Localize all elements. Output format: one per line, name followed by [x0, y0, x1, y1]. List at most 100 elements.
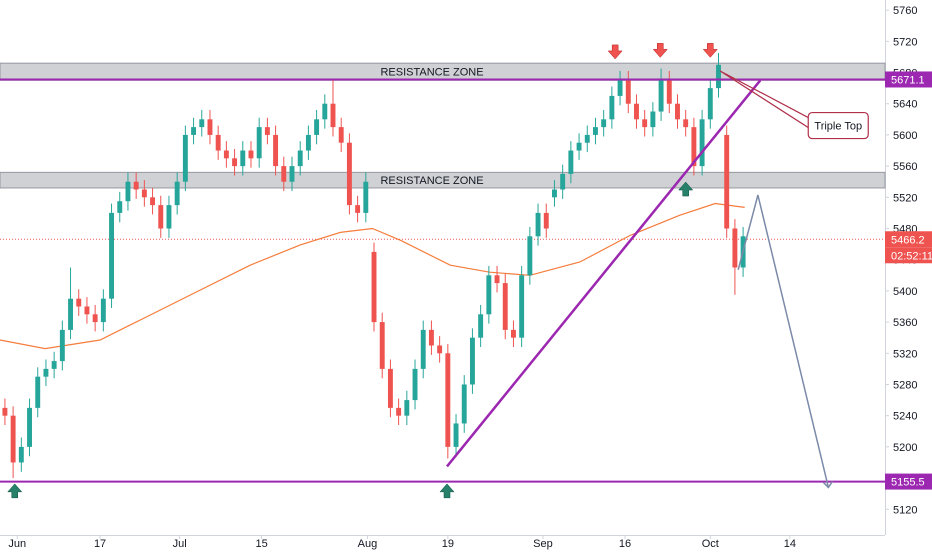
candle-body: [519, 275, 525, 338]
candle-body: [593, 127, 598, 135]
y-tick-label: 5560: [893, 161, 917, 173]
candle-body: [666, 80, 672, 104]
resistance-zone: [0, 171, 886, 189]
y-tick-label: 5360: [893, 317, 917, 329]
candle-body: [412, 368, 418, 401]
candle-body: [724, 134, 730, 229]
candle-body: [35, 376, 41, 408]
arrow-down-marker: [702, 43, 718, 58]
y-tick-label: 5200: [893, 442, 917, 454]
candle-body: [691, 127, 697, 167]
candle-body: [322, 103, 328, 120]
y-tick-label: 5320: [893, 348, 917, 360]
countdown-tag-bg: [885, 247, 932, 264]
candle-body: [240, 150, 246, 167]
candle-body: [330, 103, 336, 128]
candle-body: [584, 134, 590, 143]
candle-body: [84, 306, 90, 315]
y-tick-label: 5120: [893, 504, 917, 516]
callout-box: [807, 111, 869, 140]
projection-arrowhead: [822, 481, 834, 489]
candle-body: [535, 212, 541, 237]
y-tick-label: 5280: [893, 379, 917, 391]
candle-body: [264, 127, 270, 135]
zone-label: RESISTANCE ZONE: [380, 67, 483, 79]
candle-body: [527, 236, 533, 276]
candle-body: [461, 384, 467, 424]
candle-body: [215, 134, 221, 151]
x-tick-label: 17: [94, 538, 106, 550]
candle-body: [182, 134, 188, 182]
x-tick-label: Jul: [173, 538, 187, 550]
level-price-tag: 5671.1: [891, 74, 925, 86]
candle-body: [141, 189, 147, 198]
candle-body: [478, 314, 484, 338]
candle-body: [543, 212, 549, 229]
zone-label: RESISTANCE ZONE: [380, 175, 483, 187]
candle-body: [166, 205, 172, 229]
candle-body: [625, 80, 631, 104]
candle-body: [59, 329, 65, 362]
candle-body: [650, 111, 656, 128]
callout-text: Triple Top: [814, 121, 862, 133]
candle-body: [92, 314, 98, 323]
candle-body: [453, 423, 459, 447]
candle-body: [346, 142, 352, 206]
candle-body: [404, 400, 410, 416]
last-price-tag-bg: [885, 231, 932, 248]
candle-body: [551, 189, 557, 198]
candle-body: [223, 150, 229, 159]
x-tick-label: Oct: [702, 538, 719, 550]
arrow-down-marker: [607, 44, 623, 60]
candle-body: [158, 205, 164, 229]
candle-body: [675, 103, 680, 120]
candle-body: [133, 181, 139, 190]
candle-body: [248, 150, 254, 159]
x-tick-label: Jun: [8, 538, 26, 550]
callout-pointer: [719, 70, 809, 129]
candle-body: [437, 345, 443, 354]
candle-body: [486, 275, 492, 315]
candle-body: [281, 166, 287, 182]
candle-body: [642, 119, 648, 128]
candle-body: [305, 134, 311, 151]
candle-body: [207, 119, 213, 135]
candle-body: [387, 368, 393, 408]
y-tick-label: 5720: [893, 36, 917, 48]
candle-body: [617, 80, 623, 96]
x-tick-label: 16: [619, 538, 631, 550]
candle-body: [100, 298, 106, 323]
y-tick-label: 5760: [893, 5, 917, 17]
candle-body: [338, 127, 344, 143]
x-tick-label: 19: [442, 538, 454, 550]
candle-body: [379, 322, 385, 369]
y-tick-label: 5640: [893, 99, 917, 111]
arrow-down-marker: [652, 43, 668, 58]
candle-body: [420, 329, 426, 369]
candle-body: [576, 142, 582, 151]
level-price-tag-bg: [885, 473, 932, 490]
candle-body: [43, 368, 49, 377]
candle-body: [568, 150, 574, 174]
candle-body: [117, 201, 123, 213]
candle-body: [68, 298, 73, 330]
x-tick-label: Aug: [358, 538, 378, 550]
y-tick-label: 5400: [893, 286, 917, 298]
candle-body: [609, 95, 615, 120]
candle-body: [396, 407, 402, 416]
candle-body: [658, 80, 664, 112]
x-tick-label: 14: [784, 538, 796, 550]
arrow-up-marker: [439, 483, 455, 499]
candle-body: [732, 228, 738, 268]
candle-body: [510, 329, 516, 338]
candle-body: [191, 127, 197, 135]
candle-body: [707, 88, 713, 120]
candle-body: [371, 251, 377, 323]
candle-body: [494, 275, 500, 284]
trendline: [446, 79, 762, 468]
candle-body: [256, 127, 262, 159]
candle-body: [560, 173, 566, 190]
x-tick-label: 15: [256, 538, 268, 550]
